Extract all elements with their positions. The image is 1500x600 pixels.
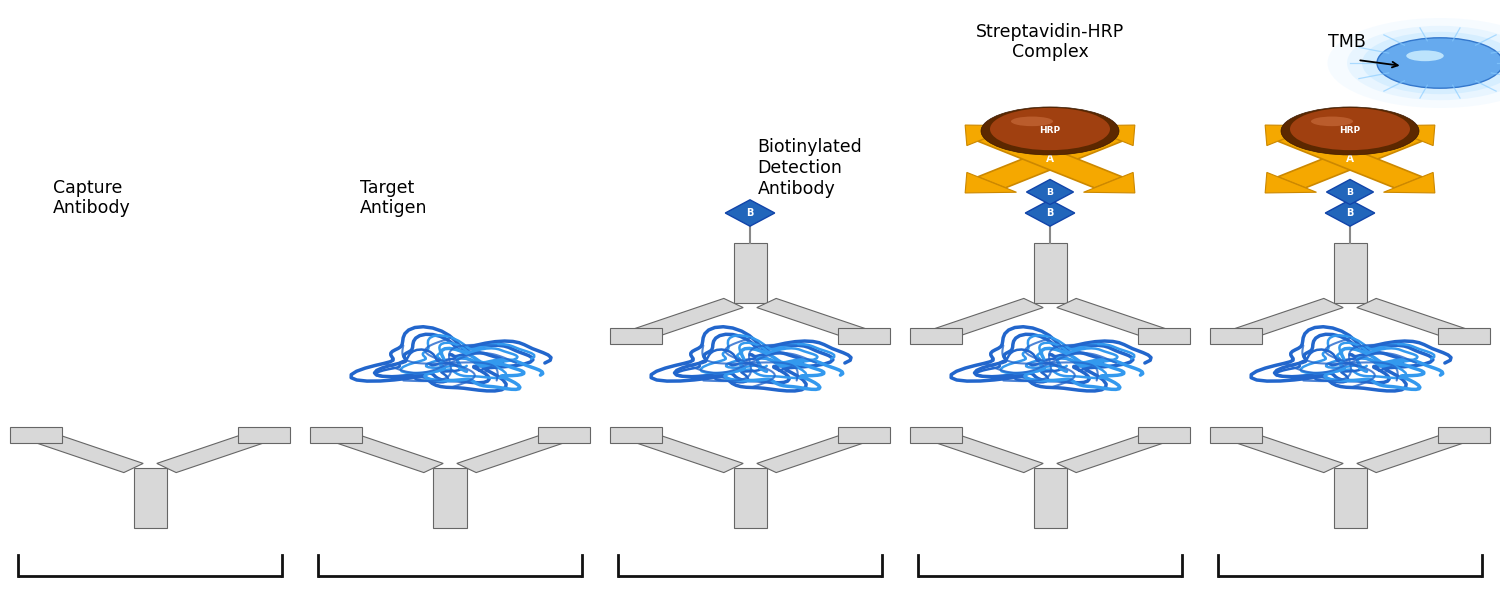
Polygon shape [927,298,1042,341]
Text: B: B [1047,208,1053,218]
Polygon shape [10,427,63,443]
Polygon shape [1326,179,1374,205]
Polygon shape [1026,200,1074,226]
Ellipse shape [1011,116,1053,126]
Polygon shape [837,427,890,443]
Polygon shape [1034,243,1066,303]
Circle shape [1347,26,1500,100]
Text: Capture
Antibody: Capture Antibody [53,179,130,217]
Polygon shape [909,427,962,443]
Polygon shape [1058,298,1173,341]
Polygon shape [327,430,442,473]
Polygon shape [927,430,1042,473]
Polygon shape [1137,328,1190,344]
Polygon shape [1058,430,1173,473]
Polygon shape [1227,298,1342,341]
Polygon shape [1334,243,1366,303]
Text: B: B [1347,187,1353,197]
Polygon shape [458,430,573,473]
Ellipse shape [1290,108,1410,150]
Polygon shape [1358,430,1473,473]
Polygon shape [758,298,873,341]
Polygon shape [627,430,742,473]
Text: HRP: HRP [1340,127,1360,136]
Polygon shape [1137,427,1190,443]
Polygon shape [27,430,142,473]
Polygon shape [609,328,663,344]
Polygon shape [537,427,590,443]
Circle shape [1328,18,1500,108]
Polygon shape [964,125,1017,146]
Polygon shape [1026,179,1074,205]
Text: A: A [1046,154,1054,164]
Polygon shape [909,328,962,344]
Polygon shape [1210,328,1263,344]
Polygon shape [758,430,873,473]
Polygon shape [978,130,1122,188]
Ellipse shape [1407,50,1443,61]
Polygon shape [1083,172,1136,193]
Polygon shape [726,200,774,226]
Polygon shape [1437,328,1490,344]
Polygon shape [1358,298,1473,341]
Polygon shape [134,468,166,528]
Text: Target
Antigen: Target Antigen [360,179,428,217]
Text: Biotinylated
Detection
Antibody: Biotinylated Detection Antibody [758,138,862,198]
Text: A: A [1346,154,1354,164]
Polygon shape [1210,427,1263,443]
Polygon shape [734,468,766,528]
Ellipse shape [1311,116,1353,126]
Polygon shape [1034,468,1066,528]
Polygon shape [309,427,363,443]
Polygon shape [433,468,466,528]
Polygon shape [1264,172,1317,193]
Polygon shape [158,430,273,473]
Polygon shape [734,243,766,303]
Polygon shape [627,298,742,341]
Polygon shape [1383,172,1435,193]
Ellipse shape [1281,107,1419,155]
Text: HRP: HRP [1040,127,1060,136]
Ellipse shape [990,108,1110,150]
Circle shape [1377,38,1500,88]
Text: TMB: TMB [1328,33,1365,51]
Polygon shape [1437,427,1490,443]
Polygon shape [1383,125,1435,146]
Polygon shape [1264,125,1317,146]
Text: B: B [1047,187,1053,197]
Polygon shape [609,427,663,443]
Polygon shape [837,328,890,344]
Polygon shape [964,172,1017,193]
Polygon shape [1083,125,1136,146]
Text: B: B [1347,208,1353,218]
Text: Streptavidin-HRP
Complex: Streptavidin-HRP Complex [976,23,1124,61]
Polygon shape [1227,430,1342,473]
Polygon shape [1278,130,1422,188]
Circle shape [1362,32,1500,94]
Polygon shape [237,427,291,443]
Polygon shape [1334,468,1366,528]
Ellipse shape [981,107,1119,155]
Polygon shape [978,130,1122,188]
Text: B: B [747,208,753,218]
Polygon shape [1326,200,1374,226]
Polygon shape [1278,130,1422,188]
